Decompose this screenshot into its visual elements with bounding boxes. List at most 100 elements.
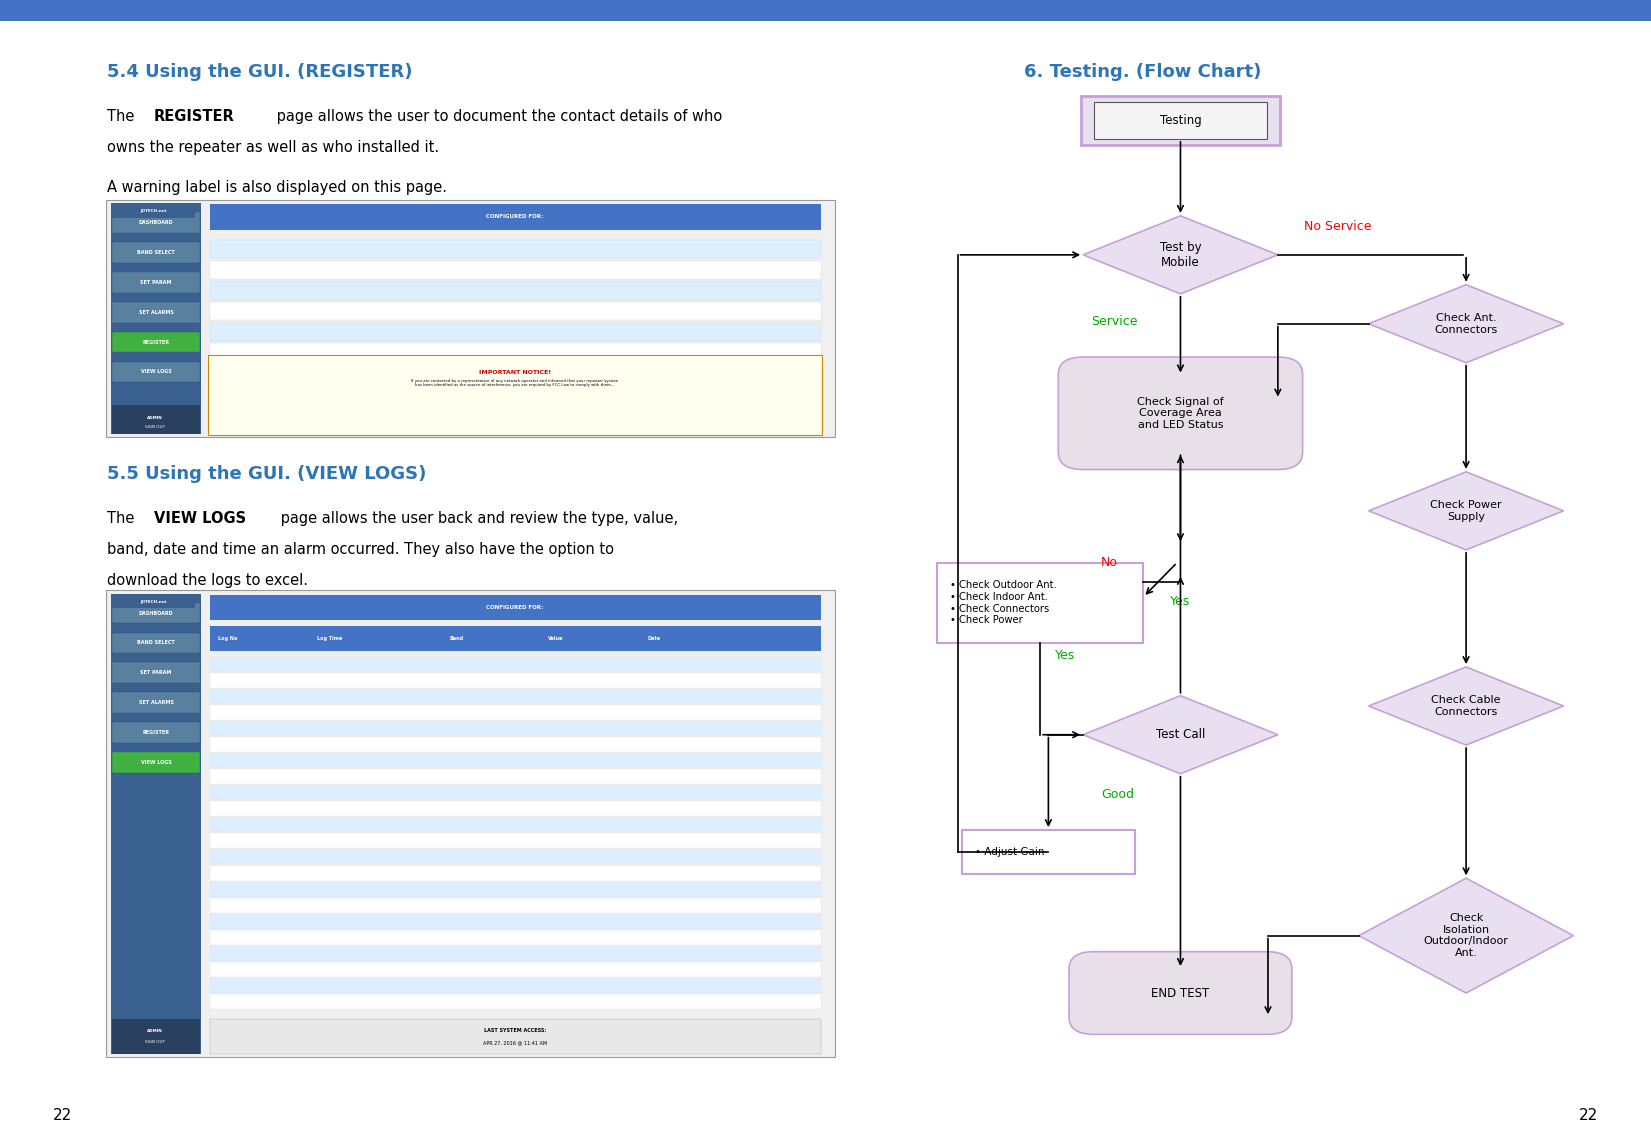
Polygon shape [1359,878,1573,993]
Text: VIEW LOGS: VIEW LOGS [140,370,172,374]
FancyBboxPatch shape [210,240,821,258]
Text: ADMIN: ADMIN [147,416,163,420]
FancyBboxPatch shape [112,362,200,382]
Text: page allows the user to document the contact details of who: page allows the user to document the con… [272,109,723,124]
Text: Yes: Yes [1171,595,1190,608]
FancyBboxPatch shape [210,302,821,320]
Text: VIEW LOGS: VIEW LOGS [154,511,246,526]
Text: Log No: Log No [218,636,238,641]
Text: Check
Isolation
Outdoor/Indoor
Ant.: Check Isolation Outdoor/Indoor Ant. [1423,913,1509,959]
Text: JOTECH.net: JOTECH.net [140,209,167,214]
FancyBboxPatch shape [1080,96,1280,145]
Text: 5.5 Using the GUI. (VIEW LOGS): 5.5 Using the GUI. (VIEW LOGS) [107,465,426,483]
Text: download the logs to excel.: download the logs to excel. [107,573,309,588]
Text: SET PARAM: SET PARAM [140,280,172,285]
Text: Service: Service [1091,315,1138,327]
Polygon shape [1083,696,1278,774]
FancyBboxPatch shape [210,978,821,993]
Text: Date: Date [647,636,660,641]
FancyBboxPatch shape [1058,357,1303,470]
FancyBboxPatch shape [210,737,821,752]
FancyBboxPatch shape [210,898,821,913]
Text: owns the repeater as well as who installed it.: owns the repeater as well as who install… [107,140,439,155]
FancyBboxPatch shape [112,662,200,683]
FancyBboxPatch shape [210,753,821,768]
Text: DASHBOARD: DASHBOARD [139,611,173,615]
Text: DASHBOARD: DASHBOARD [139,220,173,225]
FancyBboxPatch shape [210,204,821,230]
FancyBboxPatch shape [112,595,195,608]
FancyBboxPatch shape [112,722,200,743]
Text: Value: Value [548,636,563,641]
FancyBboxPatch shape [210,946,821,961]
FancyBboxPatch shape [210,595,821,620]
Text: SIGN OUT: SIGN OUT [145,425,165,429]
Text: A warning label is also displayed on this page.: A warning label is also displayed on thi… [107,180,447,195]
Text: Good: Good [1101,788,1134,801]
Text: Test Call: Test Call [1156,728,1205,742]
FancyBboxPatch shape [210,882,821,897]
Text: BAND SELECT: BAND SELECT [137,641,175,645]
FancyBboxPatch shape [112,692,200,713]
FancyBboxPatch shape [210,850,821,864]
Text: 22: 22 [1578,1108,1598,1124]
Text: REGISTER: REGISTER [154,109,234,124]
FancyBboxPatch shape [210,261,821,279]
Text: CONFIGURED FOR:: CONFIGURED FOR: [487,215,543,219]
Text: Test by
Mobile: Test by Mobile [1159,241,1202,269]
FancyBboxPatch shape [112,272,200,293]
Text: SIGN OUT: SIGN OUT [145,1040,165,1045]
Text: SET ALARMS: SET ALARMS [139,700,173,705]
FancyBboxPatch shape [1068,952,1291,1034]
FancyBboxPatch shape [111,203,201,434]
Text: page allows the user back and review the type, value,: page allows the user back and review the… [276,511,679,526]
Text: Yes: Yes [1055,649,1075,662]
Text: BAND SELECT: BAND SELECT [137,250,175,255]
Text: • Check Outdoor Ant.
• Check Indoor Ant.
• Check Connectors
• Check Power: • Check Outdoor Ant. • Check Indoor Ant.… [951,580,1057,626]
FancyBboxPatch shape [210,343,821,362]
FancyBboxPatch shape [210,1019,821,1054]
Text: IMPORTANT NOTICE!: IMPORTANT NOTICE! [479,370,551,374]
FancyBboxPatch shape [210,994,821,1009]
FancyBboxPatch shape [112,752,200,773]
FancyBboxPatch shape [210,930,821,945]
Text: Band: Band [449,636,464,641]
Text: The: The [107,109,139,124]
FancyBboxPatch shape [210,323,821,341]
FancyBboxPatch shape [210,801,821,816]
Text: SET ALARMS: SET ALARMS [139,310,173,315]
Text: REGISTER: REGISTER [142,340,170,344]
FancyBboxPatch shape [210,866,821,881]
Text: SET PARAM: SET PARAM [140,670,172,675]
Polygon shape [1369,667,1563,745]
FancyBboxPatch shape [112,242,200,263]
Polygon shape [1369,285,1563,363]
Text: No Service: No Service [1304,219,1372,233]
FancyBboxPatch shape [210,705,821,720]
FancyBboxPatch shape [111,594,201,1054]
Text: Check Ant.
Connectors: Check Ant. Connectors [1435,313,1497,334]
FancyBboxPatch shape [210,769,821,784]
FancyBboxPatch shape [112,212,200,233]
Polygon shape [1083,216,1278,294]
Text: Log Time: Log Time [317,636,342,641]
FancyBboxPatch shape [210,962,821,977]
FancyBboxPatch shape [210,673,821,688]
FancyBboxPatch shape [106,590,835,1057]
FancyBboxPatch shape [210,833,821,848]
Text: ADMIN: ADMIN [147,1029,163,1033]
FancyBboxPatch shape [936,563,1142,643]
FancyBboxPatch shape [0,0,1651,21]
Text: LAST SYSTEM ACCESS:: LAST SYSTEM ACCESS: [484,1029,546,1033]
Text: END TEST: END TEST [1151,986,1210,1000]
Text: Testing: Testing [1159,114,1202,127]
Text: APR 27, 2016 @ 11:41 AM: APR 27, 2016 @ 11:41 AM [484,1040,546,1045]
FancyBboxPatch shape [210,817,821,832]
FancyBboxPatch shape [210,914,821,929]
Text: Check Power
Supply: Check Power Supply [1430,501,1502,521]
FancyBboxPatch shape [112,603,200,623]
FancyBboxPatch shape [112,1019,200,1054]
FancyBboxPatch shape [961,830,1136,874]
FancyBboxPatch shape [112,332,200,352]
FancyBboxPatch shape [1093,102,1268,139]
